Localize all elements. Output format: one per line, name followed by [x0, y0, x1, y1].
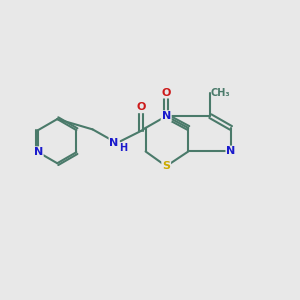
Text: N: N [110, 138, 119, 148]
Text: N: N [34, 147, 43, 157]
Text: H: H [119, 143, 128, 153]
Text: O: O [136, 102, 146, 112]
Text: CH₃: CH₃ [211, 88, 231, 98]
Text: N: N [226, 146, 236, 157]
Text: N: N [162, 111, 171, 121]
Text: S: S [162, 161, 170, 171]
Text: O: O [161, 88, 171, 98]
